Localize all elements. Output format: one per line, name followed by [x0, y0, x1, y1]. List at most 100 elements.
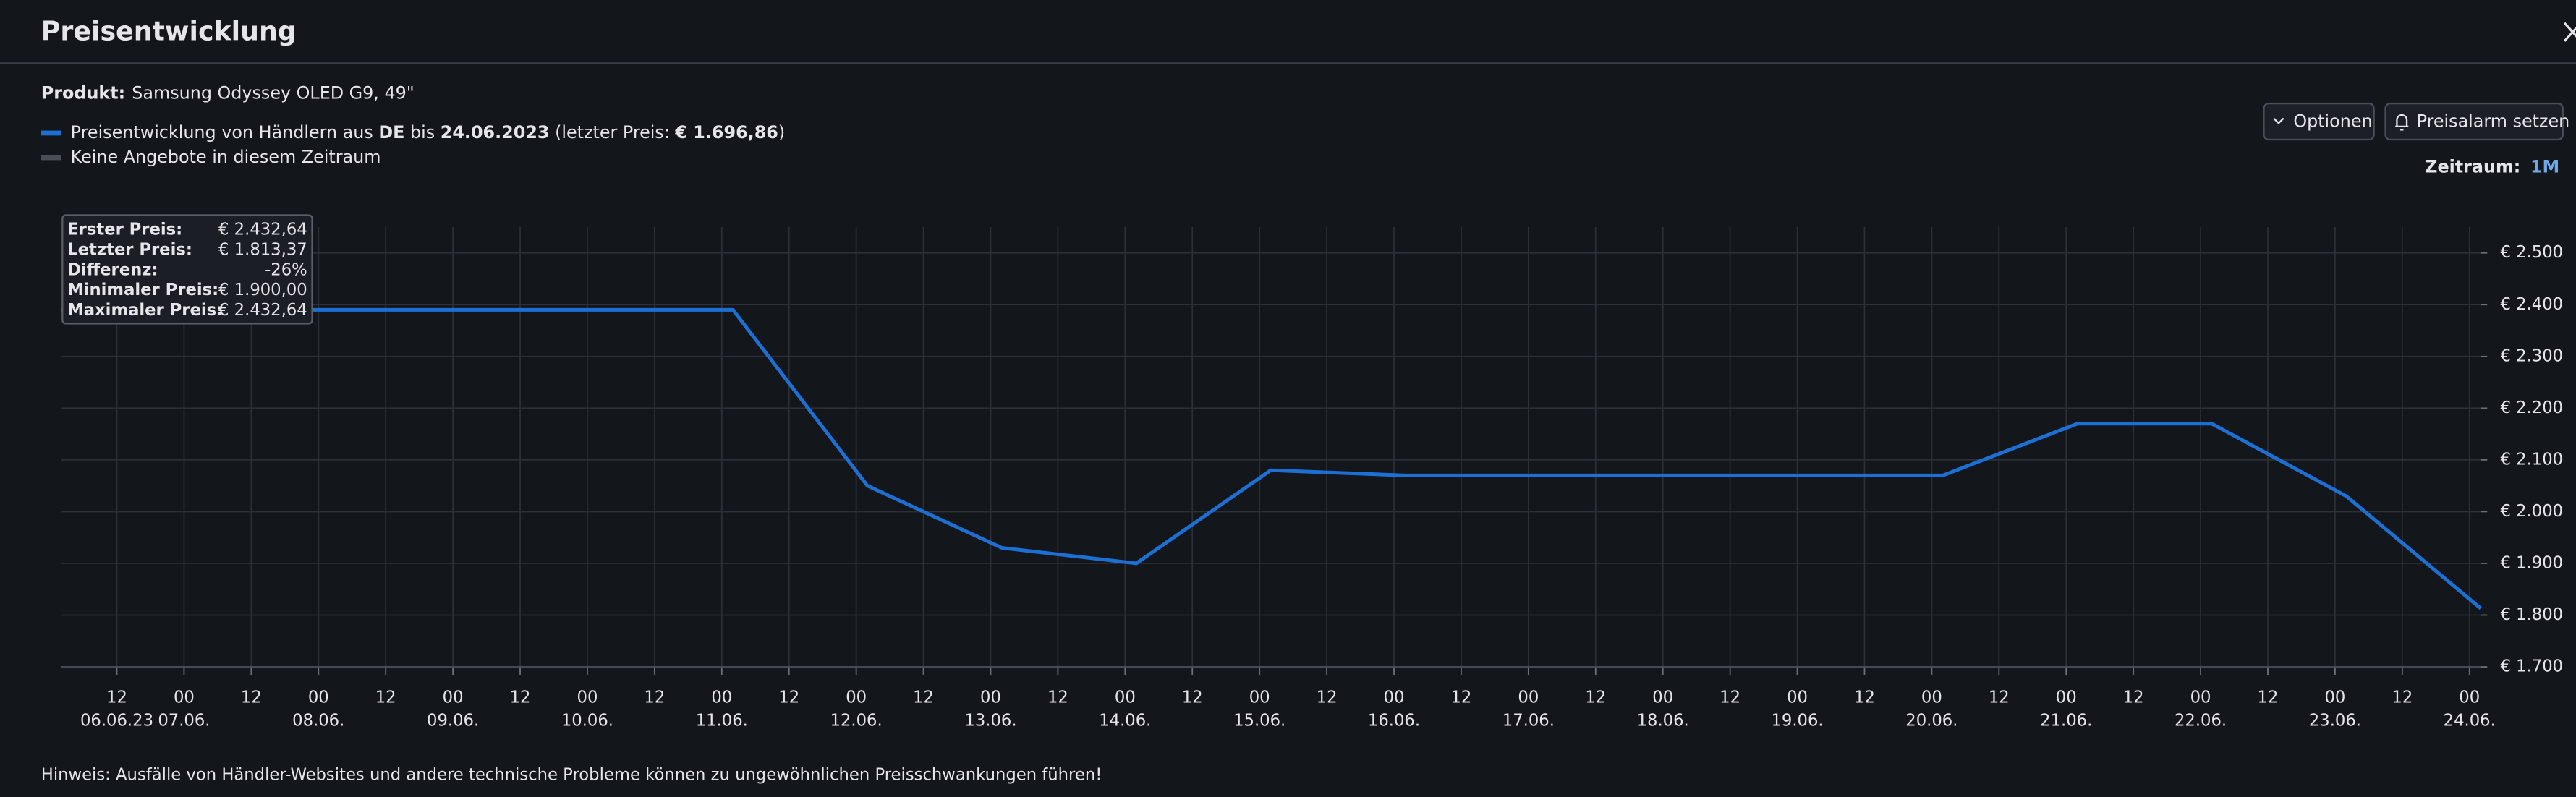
x-tick-label: 12 [2258, 689, 2279, 707]
legend-swatch [41, 155, 61, 161]
x-tick-label: 12 [644, 689, 665, 707]
x-tick-label: 12 [778, 689, 799, 707]
x-tick-label: 00 [2324, 689, 2345, 707]
x-tick-date: 19.06. [1771, 711, 1823, 730]
x-tick-label: 00 [1652, 689, 1673, 707]
x-tick-date: 22.06. [2175, 711, 2227, 730]
legend-entry: Keine Angebote in diesem Zeitraum [71, 147, 381, 167]
range-value[interactable]: 1M [2530, 156, 2559, 176]
x-tick-label: 12 [375, 689, 396, 707]
x-tick-date: 09.06. [427, 711, 479, 730]
x-tick-date: 23.06. [2309, 711, 2361, 730]
product-line: Produkt: Samsung Odyssey OLED G9, 49" [41, 82, 415, 103]
legend-swatch [41, 130, 61, 136]
y-tick-label: € 2.500 [2500, 243, 2563, 262]
options-button[interactable]: Optionen [2263, 102, 2375, 141]
stat-label: Maximaler Preis: [67, 301, 223, 320]
x-tick-label: 12 [1989, 689, 2010, 707]
x-tick-label: 12 [913, 689, 934, 707]
x-tick-label: 00 [1249, 689, 1270, 707]
x-tick-date: 14.06. [1099, 711, 1151, 730]
chevron-icon [2273, 117, 2284, 124]
x-tick-label: 12 [1854, 689, 1875, 707]
x-tick-date: 17.06. [1502, 711, 1555, 730]
product-value: Samsung Odyssey OLED G9, 49" [132, 82, 414, 103]
legend-entry: Preisentwicklung von Händlern aus DE bis… [71, 122, 785, 142]
y-tick-label: € 1.900 [2500, 553, 2563, 572]
price-alarm-button[interactable]: Preisalarm setzen [2384, 102, 2570, 141]
x-tick-label: 12 [1450, 689, 1471, 707]
legend-text: € 1.696,86 [674, 122, 778, 142]
x-tick-label: 12 [2123, 689, 2144, 707]
y-tick-label: € 2.100 [2500, 450, 2563, 469]
range-line: Zeitraum: 1M [2425, 156, 2559, 176]
x-tick-date: 11.06. [696, 711, 748, 730]
legend-text: Keine Angebote in diesem Zeitraum [71, 147, 381, 167]
y-tick-label: € 1.800 [2500, 605, 2563, 624]
close-icon [2563, 26, 2576, 42]
stat-label: Letzter Preis: [67, 240, 192, 259]
y-tick-label: € 2.400 [2500, 295, 2563, 314]
stat-label: Erster Preis: [67, 220, 182, 239]
stat-value: € 1.900,00 [218, 281, 307, 299]
x-tick-label: 00 [1518, 689, 1539, 707]
x-tick-date: 10.06. [561, 711, 613, 730]
x-tick-date: 13.06. [964, 711, 1016, 730]
legend-text: (letzter Preis: [550, 122, 676, 142]
legend-text: Preisentwicklung von Händlern aus [71, 122, 379, 142]
x-tick-date: 12.06. [830, 711, 883, 730]
x-tick-label: 12 [510, 689, 531, 707]
legend-text: 24.06.2023 [441, 122, 550, 142]
bell-icon [2395, 114, 2409, 131]
x-tick-date: 21.06. [2040, 711, 2092, 730]
range-label: Zeitraum: [2425, 156, 2520, 176]
x-tick-label: 12 [106, 689, 127, 707]
button-label: Optionen [2293, 111, 2372, 132]
x-tick-label: 12 [1585, 689, 1606, 707]
x-tick-date: 06.06.23 [80, 711, 153, 730]
x-tick-label: 00 [1921, 689, 1942, 707]
y-tick-label: € 1.700 [2500, 657, 2563, 676]
x-tick-label: 00 [308, 689, 329, 707]
legend-text: DE [378, 122, 404, 142]
x-tick-label: 12 [2392, 689, 2413, 707]
dialog-title: Preisentwicklung [41, 15, 297, 46]
x-tick-label: 00 [711, 689, 732, 707]
button-label: Preisalarm setzen [2417, 111, 2570, 132]
x-tick-label: 00 [980, 689, 1001, 707]
plot: € 1.700 € 1.800 € 1.900 € 2.000 € 2.100 € 2.2… [61, 226, 2563, 730]
x-tick-date: 07.06. [158, 711, 210, 730]
legend: Preisentwicklung von Händlern aus DE bis… [41, 122, 785, 167]
x-tick-date: 15.06. [1233, 711, 1285, 730]
price-line [61, 307, 2482, 610]
stat-value: € 2.432,64 [218, 301, 307, 320]
x-tick-label: 00 [2459, 689, 2480, 707]
tooltip-frame [61, 214, 313, 325]
stat-label: Minimaler Preis: [67, 281, 218, 299]
x-tick-label: 00 [2190, 689, 2211, 707]
x-tick-label: 12 [1720, 689, 1740, 707]
x-tick-label: 12 [1047, 689, 1068, 707]
x-tick-label: 12 [1317, 689, 1338, 707]
y-tick-label: € 2.000 [2500, 502, 2563, 521]
y-tick-label: € 2.200 [2500, 399, 2563, 417]
close-button[interactable] [2563, 22, 2576, 42]
button-frame [2263, 102, 2375, 141]
product-label: Produkt: [41, 82, 125, 103]
stat-value: € 2.432,64 [218, 220, 307, 239]
x-tick-label: 00 [1384, 689, 1405, 707]
stat-value: -26% [265, 260, 307, 279]
stat-value: € 1.813,37 [218, 240, 307, 259]
x-tick-date: 18.06. [1637, 711, 1689, 730]
x-tick-date: 20.06. [1905, 711, 1957, 730]
x-tick-label: 00 [174, 689, 195, 707]
x-tick-label: 12 [1182, 689, 1203, 707]
x-tick-date: 16.06. [1368, 711, 1420, 730]
x-tick-label: 00 [443, 689, 464, 707]
x-tick-label: 00 [1115, 689, 1136, 707]
x-tick-date: 24.06. [2444, 711, 2496, 730]
